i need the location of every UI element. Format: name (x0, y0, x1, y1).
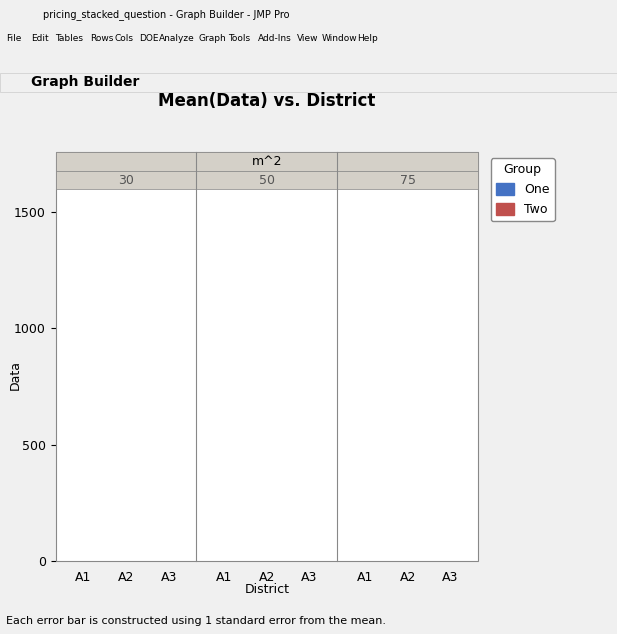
Text: Cols: Cols (115, 34, 134, 42)
Bar (126, 417, 141, 561)
Text: 75: 75 (400, 174, 416, 186)
Text: File: File (6, 34, 22, 42)
Bar (393, 259, 408, 561)
Bar (111, 370, 126, 561)
Text: Graph: Graph (199, 34, 226, 42)
Text: District: District (244, 583, 289, 596)
Bar (408, 261, 423, 561)
Bar (252, 328, 267, 561)
Bar (365, 331, 380, 561)
Text: Analyze: Analyze (159, 34, 195, 42)
Text: View: View (297, 34, 319, 42)
Bar (224, 394, 239, 561)
Text: 30: 30 (118, 174, 134, 186)
Text: Tables: Tables (56, 34, 83, 42)
Text: Edit: Edit (31, 34, 49, 42)
Text: Data: Data (9, 360, 22, 390)
Bar (168, 475, 184, 561)
Text: Each error bar is constructed using 1 standard error from the mean.: Each error bar is constructed using 1 st… (6, 616, 386, 626)
Text: 50: 50 (259, 174, 275, 186)
Bar (209, 380, 224, 561)
Bar (436, 328, 450, 561)
Bar (83, 473, 98, 561)
Text: Graph Builder: Graph Builder (31, 75, 139, 89)
Bar (267, 380, 282, 561)
Bar (294, 375, 310, 561)
Bar (154, 429, 168, 561)
Text: Window: Window (322, 34, 358, 42)
Legend: One, Two: One, Two (491, 158, 555, 221)
Text: Help: Help (357, 34, 378, 42)
Text: Rows: Rows (90, 34, 114, 42)
Bar (68, 429, 83, 561)
Text: pricing_stacked_question - Graph Builder - JMP Pro: pricing_stacked_question - Graph Builder… (43, 9, 290, 20)
Text: Add-Ins: Add-Ins (258, 34, 292, 42)
Text: Mean(Data) vs. District: Mean(Data) vs. District (158, 93, 376, 110)
Bar (350, 303, 365, 561)
Text: Tools: Tools (228, 34, 251, 42)
Text: DOE: DOE (139, 34, 159, 42)
Text: m^2: m^2 (252, 155, 282, 168)
Bar (450, 356, 465, 561)
Bar (310, 405, 325, 561)
